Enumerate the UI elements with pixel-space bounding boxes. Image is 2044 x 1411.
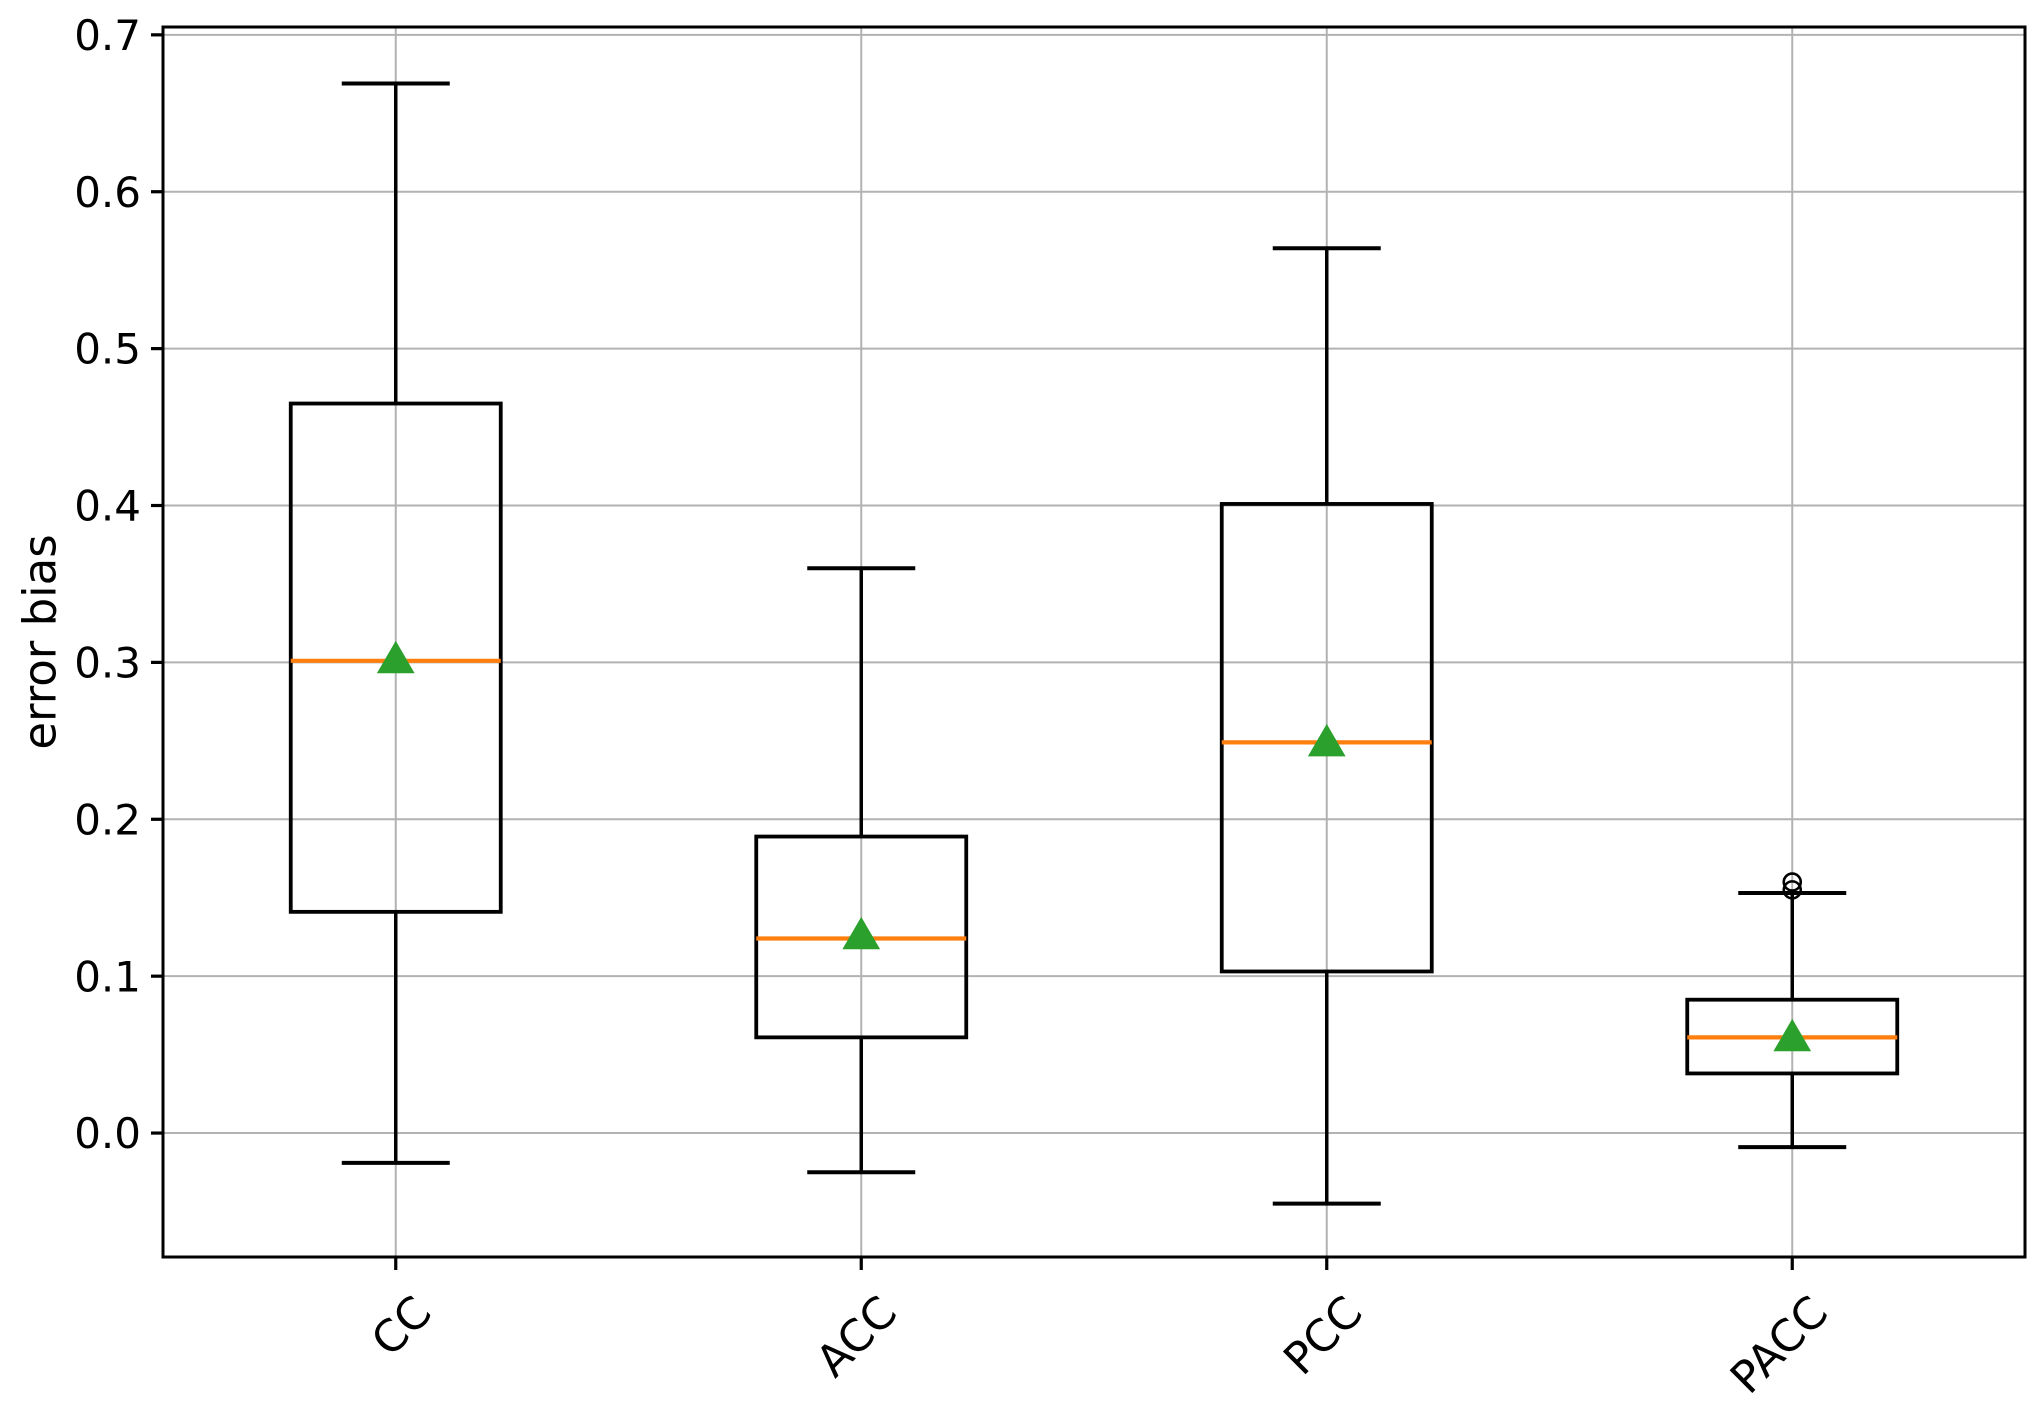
y-tick-label: 0.2 <box>74 795 141 844</box>
mean-triangle-up-icon-CC <box>376 640 415 674</box>
outlier-circle-icon-PACC <box>1782 880 1803 900</box>
y-tick-label: 0.1 <box>74 952 141 1001</box>
y-axis-label: error bias <box>13 534 67 750</box>
mean-triangle-up-icon-ACC <box>842 916 881 950</box>
plot-frame <box>161 25 2027 1259</box>
x-tick-label-PACC: PACC <box>1721 1287 1838 1404</box>
y-tick-label: 0.6 <box>74 168 141 217</box>
x-tick-label-PCC: PCC <box>1274 1287 1372 1385</box>
mean-triangle-up-icon-PCC <box>1307 723 1346 757</box>
mean-triangle-up-icon-PACC <box>1773 1018 1812 1052</box>
y-tick-label: 0.7 <box>74 11 141 60</box>
box-CC <box>288 401 503 914</box>
x-tick-label-ACC: ACC <box>807 1287 907 1387</box>
outlier-circle-icon-PACC <box>1782 872 1803 892</box>
y-tick-label: 0.4 <box>74 482 141 531</box>
y-tick-label: 0.5 <box>74 325 141 374</box>
y-tick-label: 0.3 <box>74 639 141 688</box>
y-tick-label: 0.0 <box>74 1109 141 1158</box>
box-PCC <box>1219 502 1434 974</box>
x-tick-label-CC: CC <box>362 1287 442 1367</box>
